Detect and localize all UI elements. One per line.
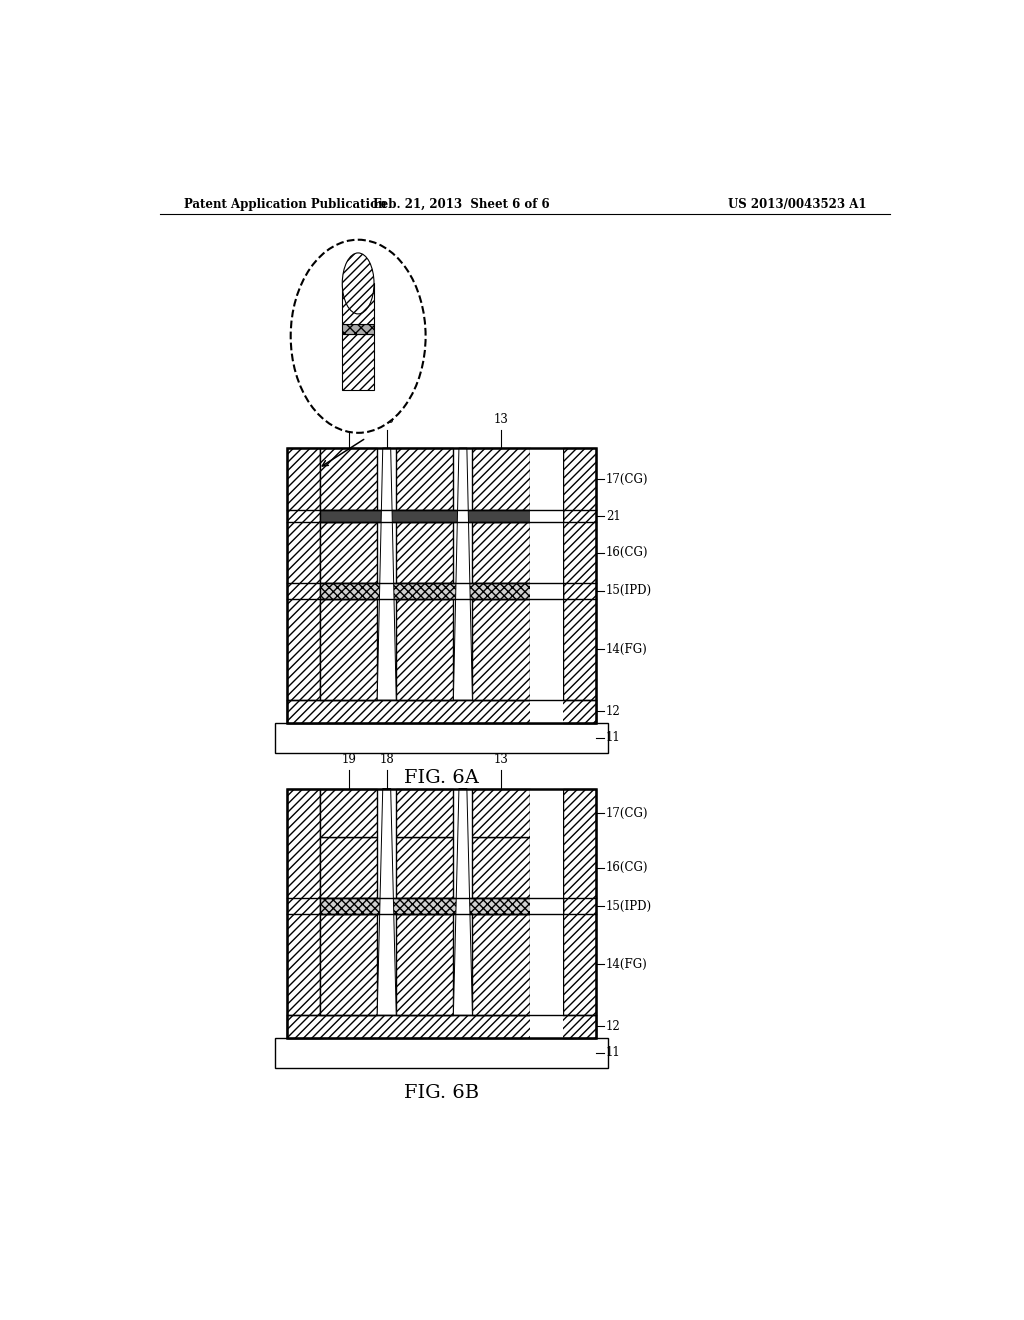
Bar [287,700,596,722]
Ellipse shape [342,253,374,314]
Bar [529,788,563,1038]
Polygon shape [377,447,396,700]
Text: 21: 21 [606,510,621,523]
Bar [342,284,374,325]
Text: 11: 11 [606,731,621,744]
Bar [396,447,454,510]
Bar [563,788,596,1038]
Bar [287,1015,596,1038]
Bar [396,788,454,837]
Text: 18: 18 [379,413,394,426]
Bar [472,523,529,583]
Text: 14(FG): 14(FG) [606,643,647,656]
Bar [396,598,454,700]
Ellipse shape [291,240,426,433]
Text: 17(CG): 17(CG) [606,807,648,820]
Bar [287,447,596,722]
Bar [472,837,529,899]
Text: 17(CG): 17(CG) [606,473,648,486]
Text: 12: 12 [606,1020,621,1034]
Text: 12: 12 [606,705,621,718]
Text: 19: 19 [341,754,356,766]
Text: Patent Application Publication: Patent Application Publication [183,198,386,211]
Text: 16(CG): 16(CG) [606,546,648,560]
Bar [472,788,529,837]
Bar [321,913,377,1015]
Text: 13: 13 [494,413,509,426]
Bar [274,1038,608,1068]
Bar [396,913,454,1015]
Bar [396,837,454,899]
Text: 11: 11 [606,1047,621,1060]
Bar [321,523,377,583]
Bar [287,788,596,1038]
Text: 16(CG): 16(CG) [606,862,648,874]
Bar [274,722,608,752]
Bar [321,510,563,523]
Bar [472,598,529,700]
Bar [321,447,377,510]
Bar [563,447,596,722]
Bar [321,788,563,1038]
Bar [529,447,563,722]
Bar [342,334,374,391]
Bar [396,523,454,583]
Text: 13: 13 [494,754,509,766]
Text: 14(FG): 14(FG) [606,958,647,972]
Text: FIG. 6B: FIG. 6B [403,1085,479,1102]
Text: 15(IPD): 15(IPD) [606,899,652,912]
Polygon shape [454,447,472,700]
Bar [321,837,377,899]
Bar [321,788,377,837]
Text: Feb. 21, 2013  Sheet 6 of 6: Feb. 21, 2013 Sheet 6 of 6 [373,198,550,211]
Bar [321,598,377,700]
Bar [342,325,374,334]
Text: 18: 18 [379,754,394,766]
Bar [287,447,321,722]
Polygon shape [377,788,396,1015]
Text: 19: 19 [341,413,356,426]
Bar [321,899,563,913]
Text: 15(IPD): 15(IPD) [606,585,652,598]
Bar [472,913,529,1015]
Bar [472,447,529,510]
Text: FIG. 6A: FIG. 6A [404,770,479,788]
Bar [321,583,563,598]
Bar [287,788,321,1038]
Polygon shape [454,788,472,1015]
Bar [321,447,563,722]
Text: US 2013/0043523 A1: US 2013/0043523 A1 [727,198,866,211]
